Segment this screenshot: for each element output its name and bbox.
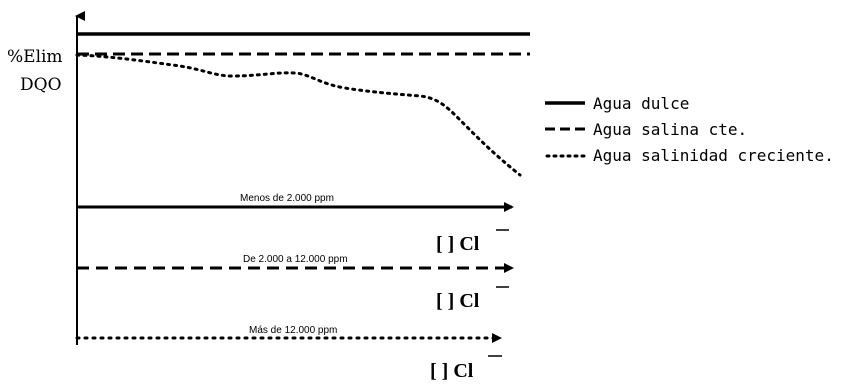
axis-label-cl-3: [ ] Cl <box>430 360 474 382</box>
legend-label-agua-salinidad: Agua salinidad creciente. <box>593 146 834 165</box>
axis-label-cl-2: [ ] Cl <box>436 290 480 312</box>
axis-label-cl-1: [ ] Cl <box>436 233 480 255</box>
range-label-high: Más de 12.000 ppm <box>249 325 337 336</box>
y-axis-label-line2: DQO <box>20 75 62 95</box>
legend-label-agua-salina: Agua salina cte. <box>593 120 747 139</box>
agua-salinidad-creciente-curve <box>75 53 522 177</box>
range-label-low: Menos de 2.000 ppm <box>240 193 334 204</box>
y-axis-label-line1: %Elim <box>7 47 63 67</box>
legend-label-agua-dulce: Agua dulce <box>593 94 689 113</box>
range-label-mid: De 2.000 a 12.000 ppm <box>243 254 348 265</box>
